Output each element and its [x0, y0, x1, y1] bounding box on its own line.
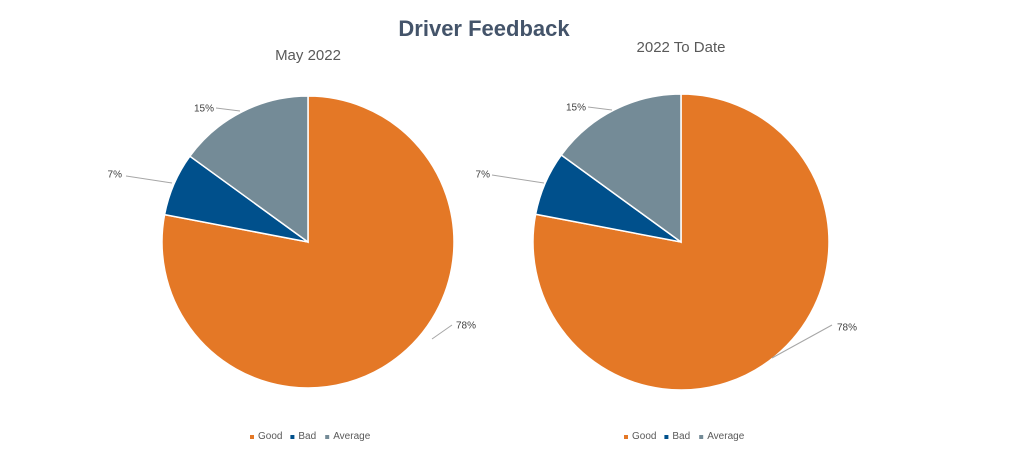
legend-swatch-bad — [290, 435, 295, 439]
legend: Good Bad Average — [250, 431, 371, 442]
pie-slice-average — [188, 95, 309, 244]
legend-swatch-bad — [664, 435, 669, 439]
leader-line — [431, 324, 453, 340]
leader-line — [491, 174, 545, 184]
data-label-bad: 7% — [476, 170, 491, 181]
legend-swatch-average — [699, 435, 704, 439]
legend-swatch-average — [325, 435, 330, 439]
data-label-average: 15% — [566, 103, 586, 114]
leader-line — [125, 175, 173, 184]
legend-swatch-good — [624, 435, 628, 439]
pie-slice-average — [560, 93, 682, 244]
leader-line — [587, 106, 613, 111]
data-label-average: 15% — [194, 104, 214, 115]
leader-line — [215, 107, 241, 112]
legend-label-average: Average — [333, 431, 371, 442]
main-title: Driver Feedback — [398, 16, 570, 41]
data-label-good: 78% — [837, 323, 857, 334]
leader-line — [771, 324, 833, 359]
legend-label-bad: Bad — [298, 431, 316, 442]
data-label-good: 78% — [456, 321, 476, 332]
chart-title: May 2022 — [275, 47, 341, 64]
pie-chart-2: 2022 To Date 78% 7% 15% Good Bad Average — [476, 39, 858, 442]
data-label-bad: 7% — [108, 170, 123, 181]
legend-swatch-good — [250, 435, 254, 439]
legend: Good Bad Average — [624, 431, 745, 442]
pie-chart-1: May 2022 78% 7% 15% Good Bad Average — [108, 47, 477, 442]
legend-label-bad: Bad — [672, 431, 690, 442]
legend-label-average: Average — [707, 431, 745, 442]
legend-label-good: Good — [632, 431, 656, 442]
legend-label-good: Good — [258, 431, 282, 442]
chart-title: 2022 To Date — [637, 39, 726, 56]
